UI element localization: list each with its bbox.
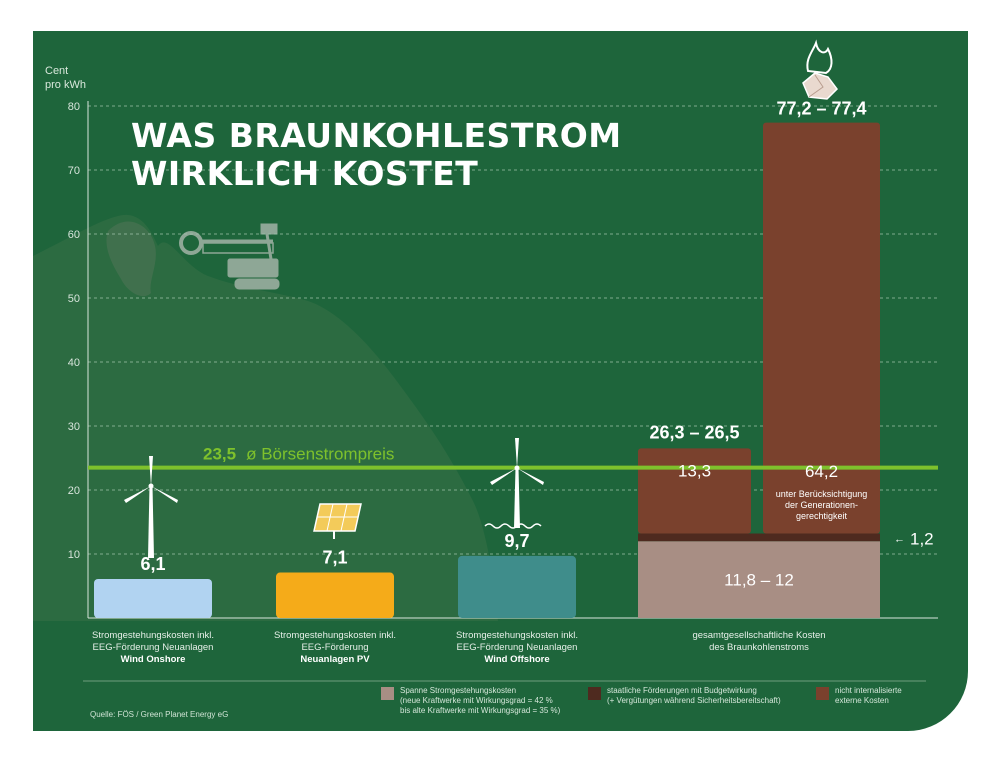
burning-coal-icon — [802, 39, 838, 100]
y-tick-label: 40 — [68, 357, 80, 369]
wind-turbine-icon — [124, 456, 178, 558]
bars — [94, 122, 880, 618]
y-tick-label: 10 — [68, 549, 80, 561]
y-tick-label: 20 — [68, 485, 80, 497]
mine-hill-illustration — [33, 214, 498, 621]
legend-item-external-costs: nicht internalisierte externe Kosten — [816, 686, 902, 706]
value-label-external-b: 64,2 — [805, 462, 838, 481]
bar-lignite-external-b — [763, 122, 880, 534]
legend-swatch — [588, 687, 601, 700]
category-label-lignite: gesamtgesellschaftliche Kosten — [692, 630, 825, 641]
arrow-icon: ← — [894, 533, 905, 545]
bar-lignite-generation-cost — [638, 541, 880, 618]
y-tick-label: 60 — [68, 229, 80, 241]
legend-swatch — [381, 687, 394, 700]
solar-panel-icon — [313, 503, 362, 539]
category-label-offshore: Wind Offshore — [484, 654, 549, 665]
category-label-onshore: Wind Onshore — [121, 654, 186, 665]
value-label-onshore: 6,1 — [140, 554, 165, 574]
infographic-card: 10 20 30 40 50 60 70 80 23,5 ø Börsenstrompreis … — [33, 31, 968, 731]
source-note: Quelle: FÖS / Green Planet Energy eG — [90, 710, 229, 719]
waves-icon — [484, 523, 542, 529]
category-label-lignite: des Braunkohlenstroms — [709, 642, 809, 653]
market-price-reference: 23,5 ø Börsenstrompreis — [88, 445, 938, 470]
value-label-offshore: 9,7 — [504, 531, 529, 551]
value-label-external-a: 13,3 — [678, 461, 711, 480]
note-line: unter Berücksichtigung — [776, 489, 868, 499]
note-line: der Generationen- — [785, 500, 858, 510]
category-label-pv: Neuanlagen PV — [300, 654, 370, 665]
offshore-wind-turbine-icon — [490, 438, 544, 528]
total-label-a: 26,3 – 26,5 — [649, 422, 739, 442]
legend-item-generation-cost: Spanne Stromgestehungskosten (neue Kraftw… — [381, 686, 560, 716]
category-label-line: Stromgestehungskosten inkl. — [456, 630, 578, 641]
y-tick-label: 30 — [68, 421, 80, 433]
bar-lignite-subsidies — [638, 533, 880, 542]
category-label-line: Stromgestehungskosten inkl. — [92, 630, 214, 641]
value-label-generation-cost: 11,8 – 12 — [724, 571, 794, 590]
value-label-pv: 7,1 — [322, 548, 347, 568]
chart-title: WAS BRAUNKOHLESTROM WIRKLICH KOSTET — [131, 116, 622, 193]
excavator-icon — [179, 223, 280, 290]
legend-item-subsidies: staatliche Förderungen mit Budgetwirkung… — [588, 686, 781, 706]
bar-pv — [276, 572, 394, 618]
y-axis-unit: Cent pro kWh — [45, 65, 86, 91]
total-label-b: 77,2 – 77,4 — [776, 99, 866, 119]
category-label-line: EEG-Förderung Neuanlagen — [93, 642, 214, 653]
market-price-label: 23,5 ø Börsenstrompreis — [203, 445, 394, 464]
bar-onshore — [94, 578, 212, 618]
value-label-subsidies: 1,2 — [910, 529, 934, 548]
y-tick-label: 80 — [68, 101, 80, 113]
category-label-line: EEG-Förderung Neuanlagen — [457, 642, 578, 653]
energy-icons — [124, 39, 838, 558]
y-tick-label: 70 — [68, 165, 80, 177]
category-label-line: EEG-Förderung — [301, 642, 368, 653]
bar-lignite-external-a — [638, 448, 751, 534]
category-label-line: Stromgestehungskosten inkl. — [274, 630, 396, 641]
legend-swatch — [816, 687, 829, 700]
note-line: gerechtigkeit — [796, 511, 848, 521]
y-tick-labels: 10 20 30 40 50 60 70 80 — [68, 101, 80, 561]
bar-offshore — [458, 555, 576, 618]
y-tick-label: 50 — [68, 293, 80, 305]
